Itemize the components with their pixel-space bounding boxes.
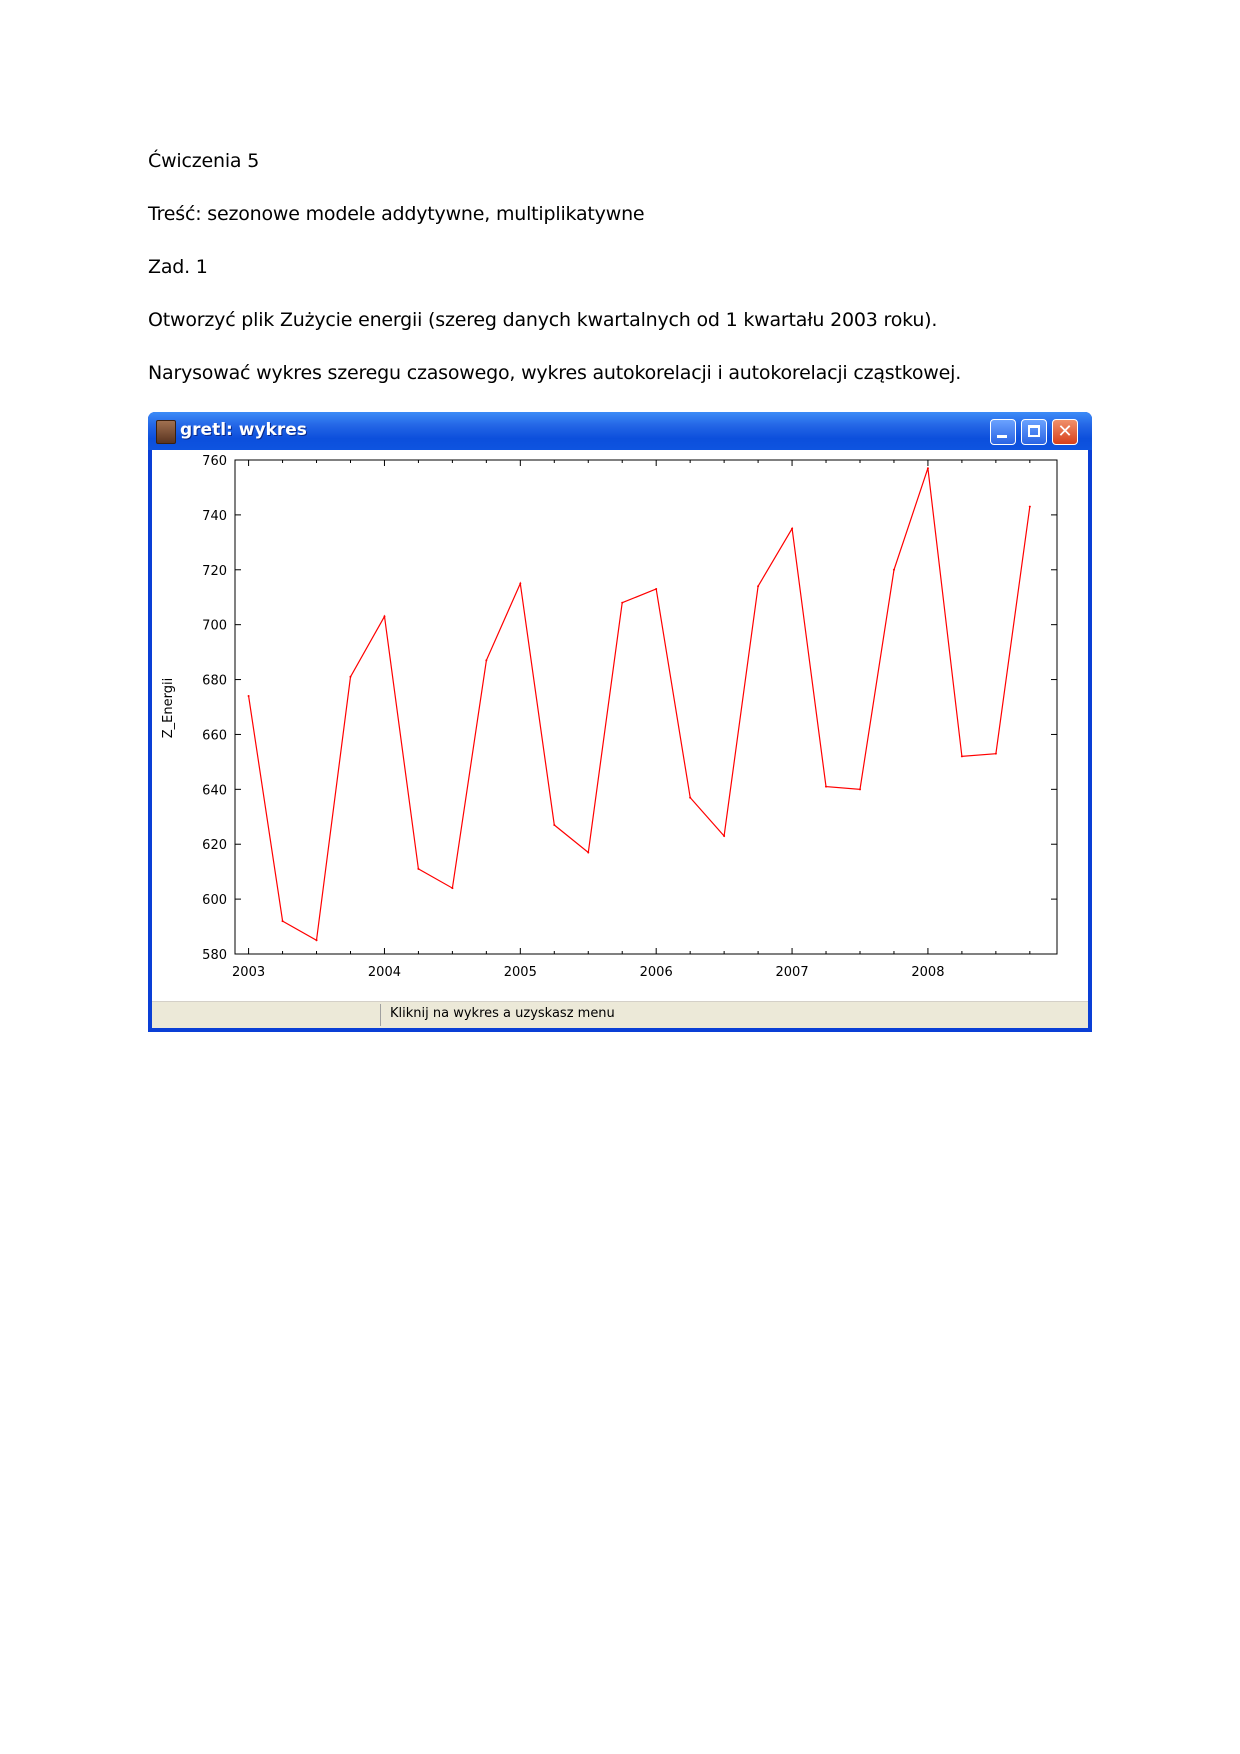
maximize-icon	[1028, 425, 1040, 437]
plot-area[interactable]: 580 600 620 640 660 680 700 720 740 760 2003 2004 2…	[152, 450, 1088, 1028]
data-point	[858, 788, 861, 791]
x-tick-label: 2007	[776, 965, 809, 980]
series-points	[247, 467, 1031, 942]
window-titlebar[interactable]: gretl: wykres ✕	[148, 412, 1092, 450]
minimize-icon	[997, 435, 1007, 438]
data-point	[621, 601, 624, 604]
data-point	[349, 675, 352, 678]
y-tick-label: 680	[202, 674, 227, 689]
data-point	[587, 851, 590, 854]
task-instruction-1: Otworzyć plik Zużycie energii (szereg da…	[148, 309, 938, 331]
data-point	[315, 939, 318, 942]
data-point	[926, 467, 929, 470]
data-point	[247, 695, 250, 698]
data-point	[1028, 505, 1031, 508]
exercise-title: Ćwiczenia 5	[148, 150, 260, 172]
data-point	[281, 920, 284, 923]
data-point	[655, 587, 658, 590]
data-point	[723, 834, 726, 837]
data-point	[825, 785, 828, 788]
data-point	[519, 582, 522, 585]
close-icon: ✕	[1057, 421, 1073, 442]
x-tick-label: 2004	[368, 965, 401, 980]
gretl-plot-window: gretl: wykres ✕ 580 600 620 640 660 680 700 720…	[148, 412, 1092, 1032]
y-axis: 580 600 620 640 660 680 700 720 740 760	[202, 454, 1057, 963]
x-tick-label: 2006	[640, 965, 673, 980]
data-point	[791, 527, 794, 530]
window-title: gretl: wykres	[180, 420, 307, 440]
exercise-topic: Treść: sezonowe modele addytywne, multip…	[148, 203, 645, 225]
close-button[interactable]: ✕	[1052, 419, 1078, 445]
data-point	[417, 867, 420, 870]
status-bar: Kliknij na wykres a uzyskasz menu	[152, 1001, 1088, 1028]
x-tick-label: 2008	[911, 965, 944, 980]
y-tick-label: 640	[202, 783, 227, 798]
x-tick-label: 2003	[232, 965, 265, 980]
data-point	[892, 568, 895, 571]
data-point	[689, 796, 692, 799]
x-axis: 2003 2004 2005 2006 2007 2008	[232, 460, 1031, 980]
data-point	[994, 752, 997, 755]
y-tick-label: 760	[202, 454, 227, 469]
data-point	[757, 585, 760, 588]
y-tick-label: 600	[202, 893, 227, 908]
gretl-app-icon[interactable]	[156, 420, 176, 444]
series-line	[248, 468, 1031, 942]
plot-frame	[234, 459, 1058, 955]
x-tick-label: 2005	[504, 965, 537, 980]
y-tick-label: 700	[202, 619, 227, 634]
data-point	[553, 824, 556, 827]
task-number: Zad. 1	[148, 256, 208, 278]
data-point	[960, 755, 963, 758]
y-tick-label: 660	[202, 728, 227, 743]
y-tick-label: 740	[202, 509, 227, 524]
data-point	[485, 659, 488, 662]
data-point	[383, 615, 386, 618]
y-tick-label: 620	[202, 838, 227, 853]
status-text: Kliknij na wykres a uzyskasz menu	[390, 1006, 615, 1021]
task-instruction-2: Narysować wykres szeregu czasowego, wykr…	[148, 362, 962, 384]
maximize-button[interactable]	[1021, 419, 1047, 445]
minimize-button[interactable]	[990, 419, 1016, 445]
y-tick-label: 580	[202, 948, 227, 963]
data-point	[451, 887, 454, 890]
y-tick-label: 720	[202, 564, 227, 579]
status-separator	[380, 1004, 381, 1026]
y-axis-label: Z_Energii	[161, 678, 176, 738]
